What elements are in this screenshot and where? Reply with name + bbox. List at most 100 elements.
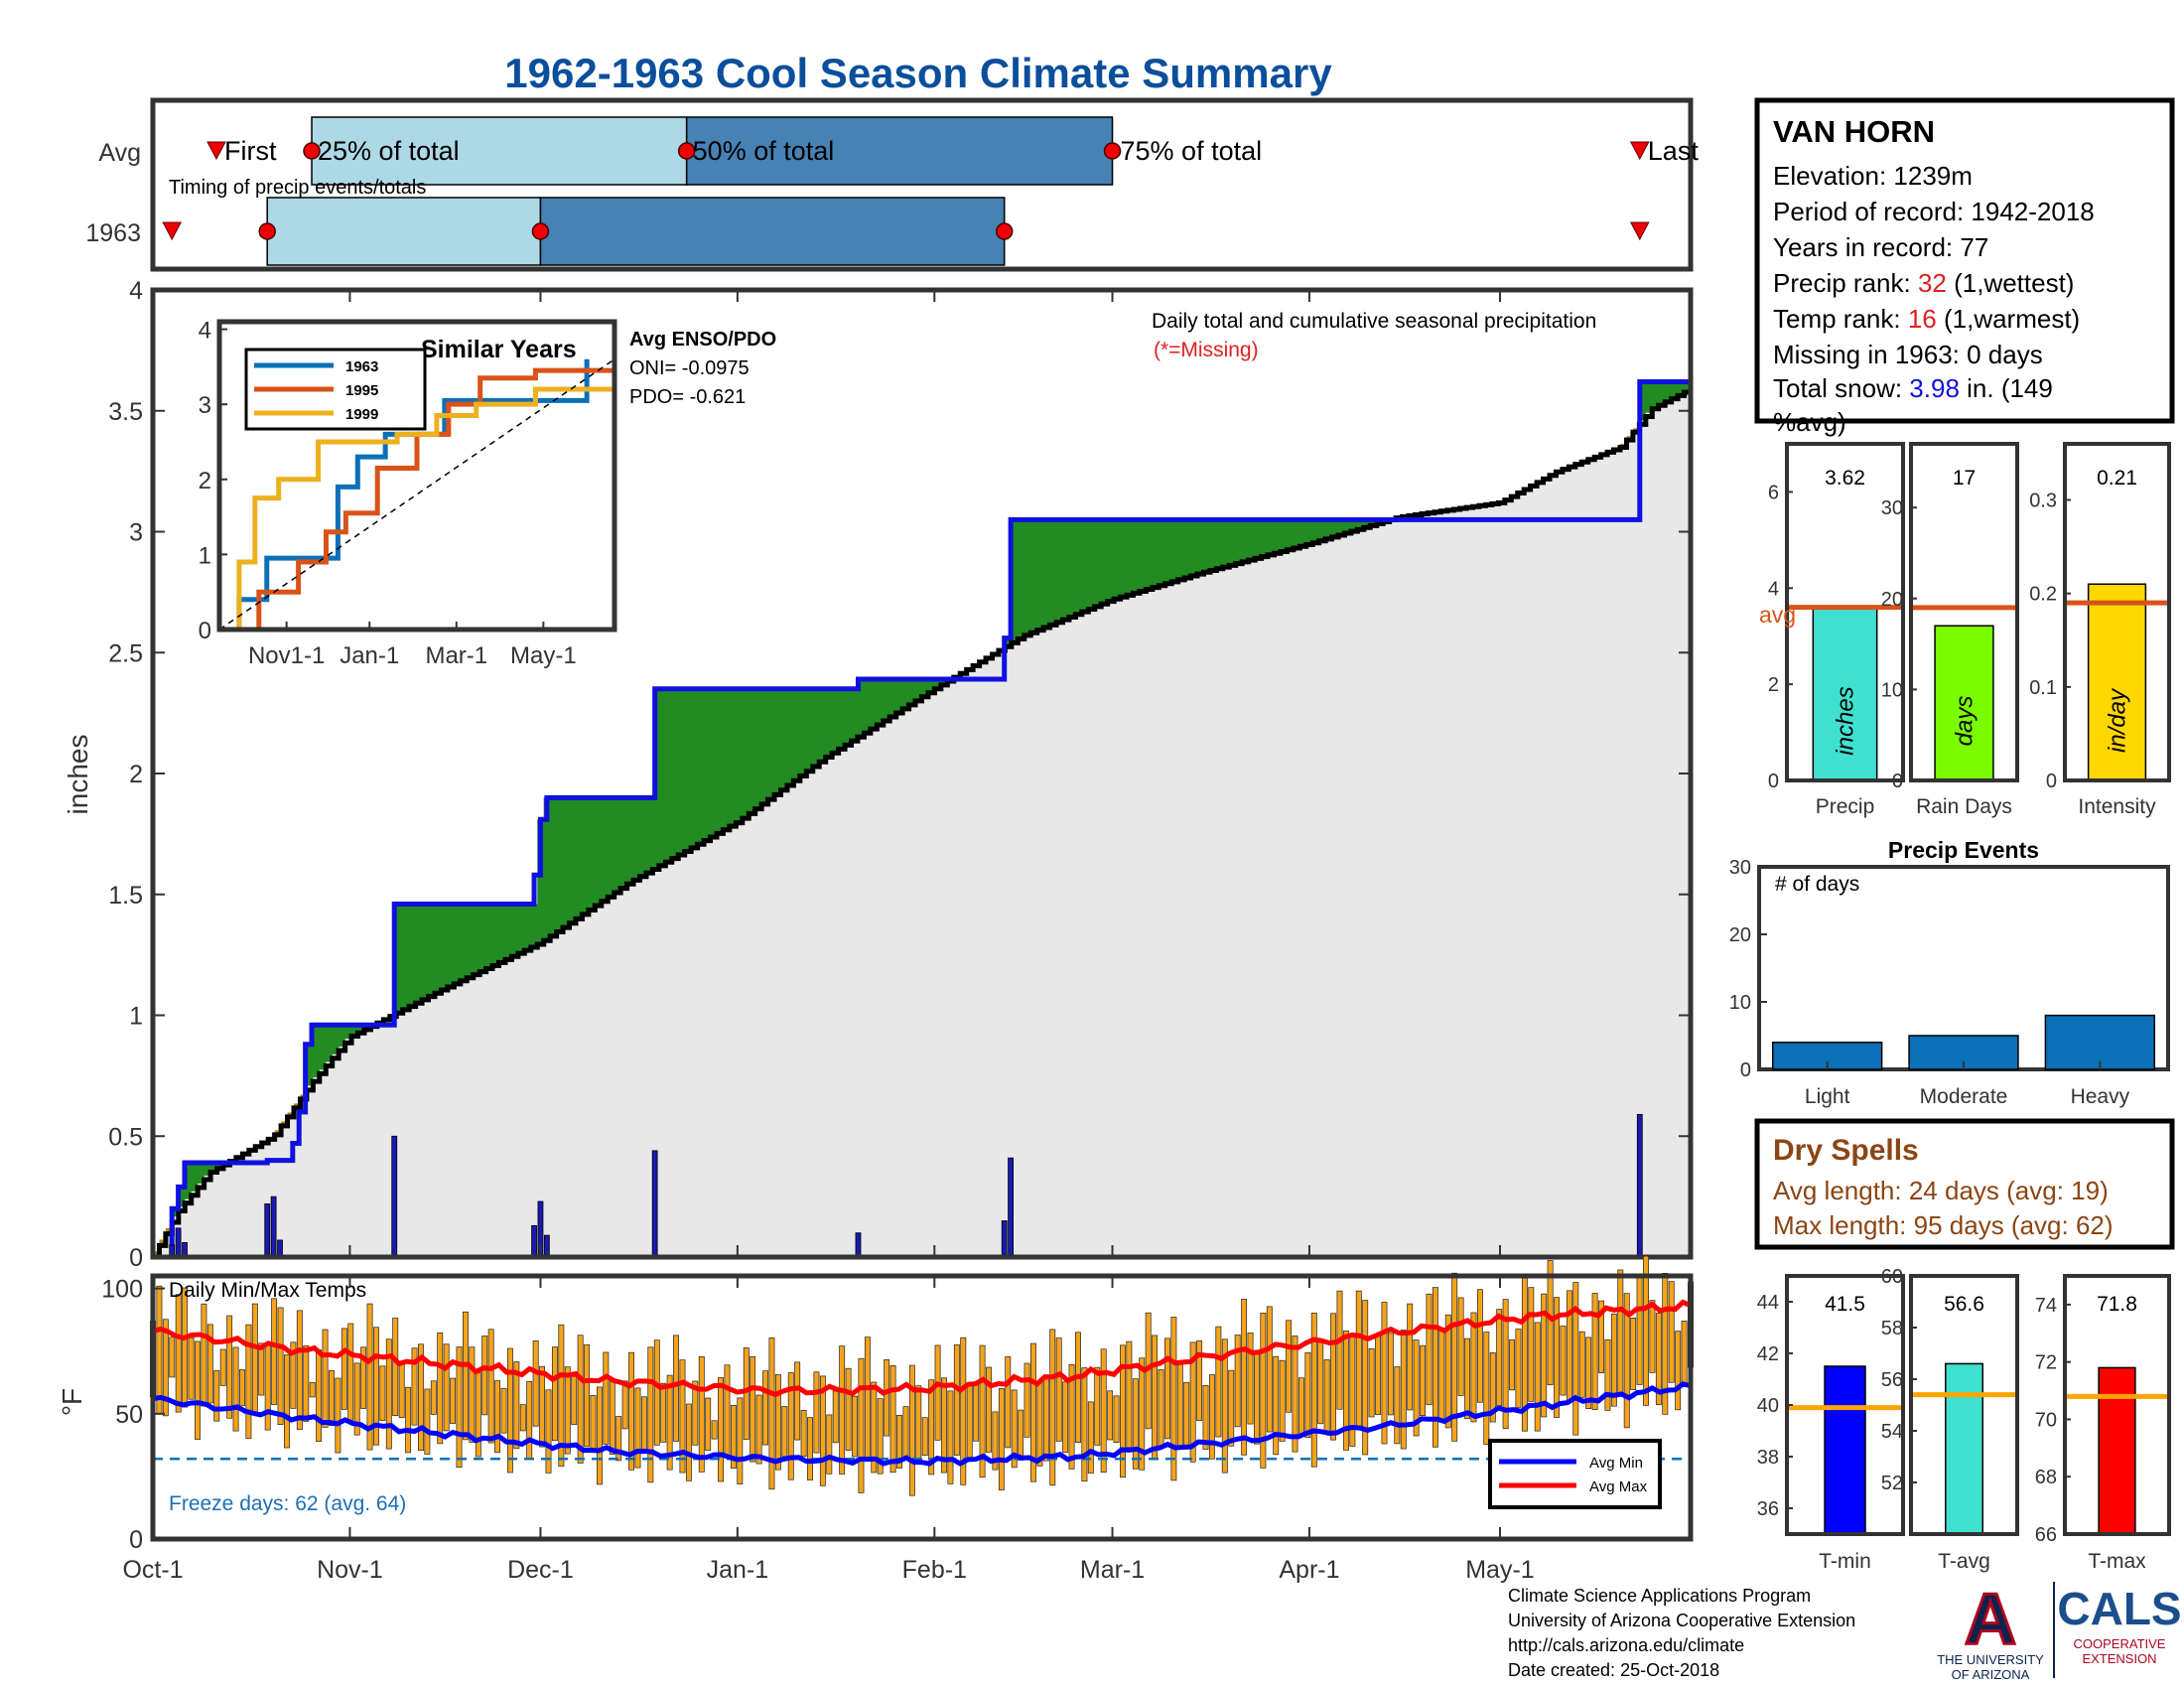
daily-temp-bar (1534, 1322, 1541, 1432)
daily-temp-bar (928, 1379, 935, 1476)
footer-line-3: http://cals.arizona.edu/climate (1508, 1635, 1744, 1655)
daily-precip-bar (277, 1239, 283, 1258)
daily-temp-bar (628, 1351, 635, 1471)
daily-temp-bar (545, 1389, 552, 1474)
daily-temp-bar (1438, 1328, 1445, 1422)
timing-first-marker (162, 221, 183, 241)
daily-temp-bar (1100, 1348, 1107, 1474)
daily-temp-bar (960, 1336, 967, 1485)
station-elevation: Elevation: 1239m (1773, 161, 1973, 191)
daily-temp-bar (411, 1347, 418, 1426)
timing-row-label-1963: 1963 (85, 219, 141, 247)
summary-unit: days (1952, 696, 1979, 747)
daily-temp-bar (353, 1362, 360, 1436)
daily-temp-bar (506, 1347, 513, 1474)
university-logo: A THE UNIVERSITY OF ARIZONA CALS COOPERA… (1937, 1579, 2181, 1683)
daily-temp-bar (660, 1382, 667, 1443)
daily-temp-bar (730, 1405, 737, 1470)
precip-note: Daily total and cumulative seasonal prec… (1152, 310, 1596, 333)
daily-temp-bar (1630, 1318, 1637, 1390)
daily-temp-bar (921, 1417, 928, 1457)
daily-temp-bar (1087, 1401, 1094, 1474)
daily-temp-bar (781, 1406, 788, 1458)
temp-y-tick-label: 100 (101, 1276, 143, 1304)
summary-y-tick-label: 0 (2046, 771, 2057, 792)
daily-temp-bar (430, 1380, 437, 1415)
daily-temp-bar (1158, 1369, 1164, 1448)
daily-temp-bar (877, 1398, 884, 1475)
daily-temp-bar (564, 1366, 571, 1455)
daily-temp-bar (1323, 1358, 1330, 1433)
daily-temp-bar (1132, 1378, 1139, 1470)
daily-temp-bar (1476, 1289, 1483, 1403)
precip-y-tick-label: 1 (129, 1003, 143, 1031)
daily-temp-bar (1260, 1313, 1267, 1469)
summary-bar-raindays (1934, 625, 1994, 781)
daily-temp-bar (845, 1367, 852, 1451)
daily-temp-bar (532, 1340, 539, 1427)
month-label: Mar-1 (1080, 1556, 1145, 1584)
temp-bar-tmax (2098, 1366, 2136, 1535)
footer-line-4: Date created: 25-Oct-2018 (1508, 1660, 1719, 1680)
daily-temp-bar (807, 1417, 813, 1480)
timing-bar-25-50 (266, 197, 542, 266)
summary-y-tick-label: 30 (1881, 497, 1903, 519)
footer-line-1: Climate Science Applications Program (1508, 1586, 1811, 1606)
temp-panel-y-tick-label: 58 (1881, 1318, 1903, 1339)
precip-y-tick-label: 4 (129, 277, 143, 305)
missing-note: (*=Missing) (1154, 339, 1259, 361)
temp-legend: Avg Min Avg Max (1488, 1439, 1662, 1509)
daily-temp-bar (1451, 1272, 1458, 1442)
logo-cals: CALS (2057, 1583, 2181, 1634)
daily-temp-bar (494, 1380, 501, 1454)
daily-temp-bar (1292, 1336, 1298, 1453)
legend-1963: 1963 (345, 358, 378, 375)
timing-bar-50-75 (685, 116, 1114, 186)
daily-temp-bar (615, 1416, 622, 1462)
daily-temp-bar (1126, 1340, 1133, 1449)
daily-temp-bar (902, 1406, 909, 1460)
daily-temp-bar (1310, 1313, 1317, 1468)
daily-temp-bar (979, 1344, 986, 1478)
similar-year-line (219, 358, 590, 633)
daily-temp-bar (526, 1381, 533, 1459)
timing-percentile-marker (531, 222, 550, 240)
daily-temp-bar (1387, 1333, 1394, 1416)
daily-temp-bar (206, 1324, 213, 1404)
month-label: Apr-1 (1279, 1556, 1339, 1584)
daily-temp-bar (329, 1369, 335, 1427)
daily-temp-bar (737, 1397, 744, 1484)
daily-temp-bar (1444, 1314, 1451, 1429)
daily-temp-bar (398, 1363, 405, 1419)
daily-temp-bar (871, 1381, 878, 1474)
legend-1995: 1995 (345, 382, 378, 399)
daily-temp-bar (884, 1359, 890, 1437)
daily-temp-bar (794, 1361, 801, 1441)
temp-value: 71.8 (2097, 1293, 2137, 1316)
daily-temp-bar (1030, 1342, 1036, 1482)
daily-temp-bar (519, 1404, 526, 1432)
daily-temp-bar (826, 1414, 833, 1475)
summary-unit: in/day (2105, 687, 2131, 753)
dry-spells-avg: Avg length: 24 days (avg: 19) (1773, 1176, 2109, 1205)
temp-panel-y-tick-label: 40 (1757, 1395, 1779, 1417)
precip-y-tick-label: 0.5 (108, 1123, 143, 1151)
daily-temp-bar (213, 1369, 220, 1422)
daily-temp-bar (162, 1319, 169, 1417)
summary-value: 3.62 (1825, 467, 1865, 490)
daily-temp-bar (698, 1355, 705, 1473)
daily-temp-bar (755, 1394, 762, 1465)
daily-temp-bar (379, 1365, 386, 1421)
summary-bar-intensity (2087, 583, 2147, 781)
legend-1999: 1999 (345, 406, 378, 423)
summary-y-tick-label: 20 (1881, 589, 1903, 611)
daily-temp-bar (1541, 1293, 1548, 1418)
daily-temp-bar (558, 1324, 565, 1468)
daily-temp-bar (360, 1346, 367, 1409)
total-snow-pct: %avg) (1773, 407, 1846, 437)
timing-last-marker (1629, 221, 1650, 241)
daily-temp-bar (418, 1343, 424, 1452)
daily-temp-bar (1623, 1293, 1630, 1429)
temp-panel-y-tick-label: 42 (1757, 1343, 1779, 1365)
daily-temp-bar (1381, 1302, 1388, 1445)
